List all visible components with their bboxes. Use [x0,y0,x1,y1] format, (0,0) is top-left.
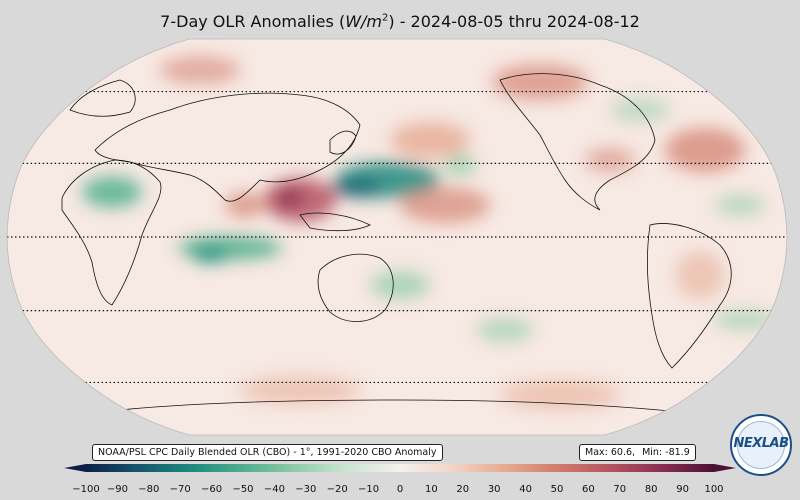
anomaly-blob-north-pacific [390,122,470,158]
colorbar [64,464,736,472]
logo-wordmark: NEXLAB [733,436,789,451]
anomaly-blob-south-pacific [477,318,533,342]
title-prefix: 7-Day OLR Anomalies ( [160,12,346,31]
olr-anomaly-field [82,56,775,409]
colorbar-tick-label: 70 [613,484,627,495]
coastline-south-america [646,223,732,369]
anomaly-blob-se-asia-core [276,188,304,208]
colorbar-tick-label: −90 [106,484,128,495]
anomaly-blob-south-atlantic [715,310,775,330]
title-unit: W/m [345,12,382,31]
coastline-north-america [499,73,656,211]
colorbar-tick-label: 30 [487,484,501,495]
anomaly-blob-southern-ocean-w [240,376,360,404]
colorbar-tick-label: 10 [425,484,438,495]
globe-outline [6,38,788,436]
coastline-antarctica [119,399,681,413]
colorbar-tick-label: 20 [456,484,470,495]
colorbar-tick-label: 100 [704,484,724,495]
title-unit-exponent: 2 [381,12,389,24]
anomaly-blob-indian-core [192,247,228,263]
anomaly-blob-wpac-core [330,178,380,198]
coastlines [61,73,732,413]
anomaly-blob-africa-negative [82,176,142,208]
colorbar-extend-min [64,464,86,472]
colorbar-extend-max [714,464,736,472]
anomaly-blob-southern-ocean-e [500,381,620,409]
coastline-japan [329,130,357,155]
anomaly-blob-north-atlantic [665,128,745,172]
anomaly-blob-mid-pacific-positive [400,187,490,223]
stats-max: Max: 60.6, [585,447,636,458]
coastline-europe [69,79,136,117]
anomaly-blob-coral-sea [370,271,430,299]
coastline-eurasia [94,92,361,202]
nexlab-logo: NEXLAB [730,414,792,476]
colorbar-tick-label: −80 [138,484,160,495]
anomaly-blob-gulf [585,148,635,172]
data-source-label: NOAA/PSL CPC Daily Blended OLR (CBO) - 1… [92,444,443,461]
colorbar-tick-label: −10 [358,484,380,495]
anomaly-blob-siberia [160,56,240,84]
colorbar-tick-label: 90 [676,484,689,495]
graticule-latitude-lines [7,90,787,384]
anomaly-blob-south-america [676,251,724,299]
colorbar-tick-label: −20 [326,484,348,495]
anomaly-blob-cpac-small [444,155,476,175]
colorbar-tick-label: 60 [582,484,595,495]
colorbar-tick-label: 50 [550,484,564,495]
stats-box: Max: 60.6, Min: -81.9 [579,444,696,461]
colorbar-tick-label: 80 [644,484,658,495]
colorbar-body [86,464,714,472]
colorbar-tick-label: −100 [72,484,100,495]
anomaly-blob-tropical-atlantic [715,195,765,215]
map-title: 7-Day OLR Anomalies (W/m2) - 2024-08-05 … [0,12,800,31]
anomaly-blob-bay-of-bengal [225,193,265,217]
colorbar-tick-label: 0 [396,484,404,495]
data-source-text: NOAA/PSL CPC Daily Blended OLR (CBO) - 1… [98,447,437,458]
colorbar-tick-label: −50 [232,484,254,495]
coastline-indonesia [299,212,371,232]
anomaly-blob-alaska [492,64,588,100]
colorbar-tick-label: −70 [169,484,191,495]
colorbar-tick-label: −40 [263,484,285,495]
coastline-australia [317,253,394,322]
stats-min: Min: -81.9 [642,447,690,458]
colorbar-tick-label: −30 [295,484,317,495]
logo-globe-icon [737,421,785,469]
title-suffix: ) - 2024-08-05 thru 2024-08-12 [388,12,640,31]
colorbar-tick-label: 40 [519,484,532,495]
colorbar-tick-label: −60 [201,484,223,495]
